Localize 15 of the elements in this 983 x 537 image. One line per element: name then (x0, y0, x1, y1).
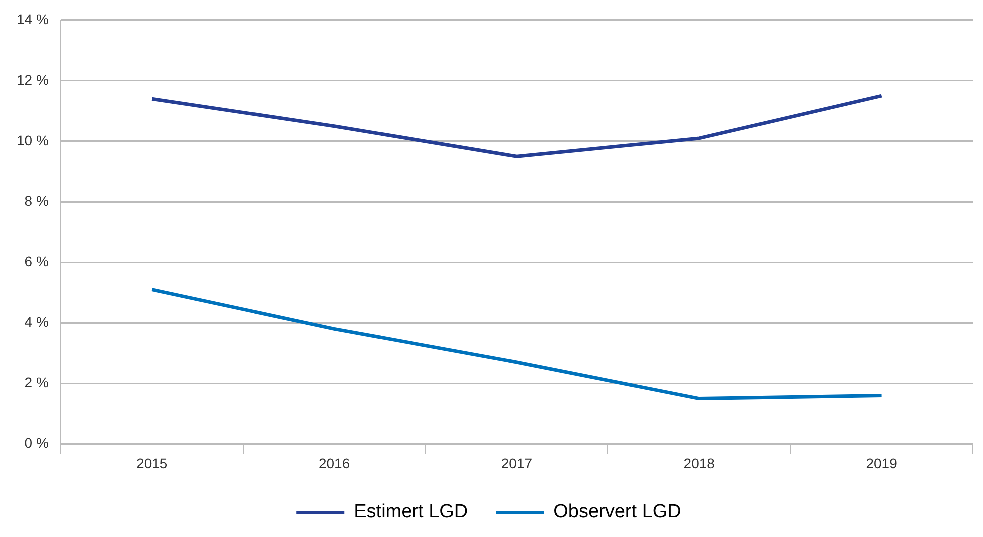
y-tick-label: 6 % (24, 253, 49, 270)
legend-label: Observert LGD (554, 502, 682, 523)
legend-label: Estimert LGD (354, 502, 468, 523)
y-tick-label: 2 % (24, 374, 49, 391)
y-tick-label: 4 % (24, 314, 49, 330)
y-tick-label: 8 % (24, 192, 49, 209)
x-tick-label: 2019 (866, 455, 898, 472)
x-tick-label: 2018 (684, 455, 716, 472)
x-tick-label: 2016 (318, 455, 350, 472)
y-tick-label: 14 % (16, 11, 49, 28)
y-tick-label: 10 % (16, 132, 49, 148)
x-tick-label: 2015 (136, 455, 168, 472)
y-tick-label: 12 % (16, 72, 49, 88)
y-tick-label: 0 % (24, 435, 49, 452)
x-tick-label: 2017 (501, 455, 533, 472)
